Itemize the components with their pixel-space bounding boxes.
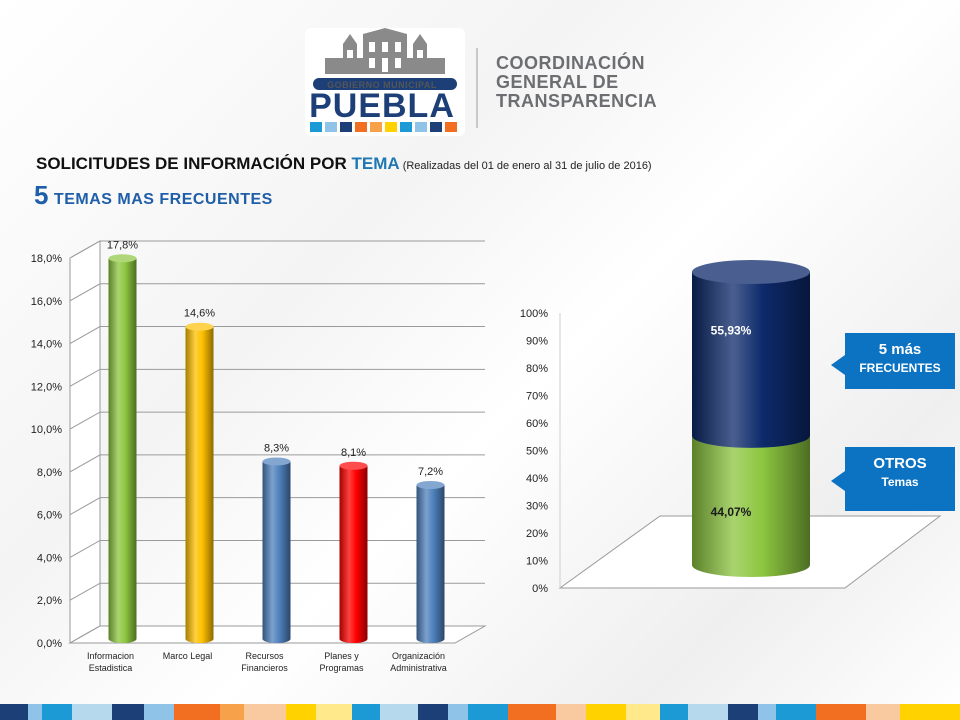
bar-chart-gridline [69, 368, 485, 387]
stacked-chart-segment [692, 272, 810, 448]
stacked-chart-ytick-label: 40% [526, 473, 548, 485]
bar-chart-bar-top [416, 481, 445, 489]
logo-wordmark: PUEBLA [309, 87, 455, 125]
bar-chart-ytick-label: 2,0% [37, 595, 62, 607]
bar-chart-bar [339, 465, 368, 643]
bar-chart-data-label: 7,2% [418, 466, 443, 478]
stacked-chart-ytick-label: 20% [526, 528, 548, 540]
bar-chart-category-label: Programas [319, 663, 364, 673]
bar-chart-data-label: 8,3% [264, 442, 289, 454]
bar-chart-bar [262, 461, 291, 643]
bar-chart-ytick-label: 4,0% [37, 552, 62, 564]
bar-chart-ytick-label: 6,0% [37, 510, 62, 522]
subtitle-number: 5 [34, 180, 49, 210]
bar-chart-gridline [69, 411, 485, 430]
title-note: (Realizadas del 01 de enero al 31 de jul… [399, 160, 652, 172]
bar-chart-ytick-label: 16,0% [31, 296, 62, 308]
bar-chart-category-label: Informacion [87, 651, 134, 661]
title-main: SOLICITUDES DE INFORMACIÓN POR [36, 154, 352, 173]
stacked-chart-data-label: 55,93% [711, 323, 752, 337]
bar-chart-ytick-label: 14,0% [31, 339, 62, 351]
bar-chart-gridline [69, 240, 485, 259]
bar-chart-data-label: 17,8% [107, 239, 138, 251]
header-divider [476, 48, 478, 128]
stacked-chart-data-label: 44,07% [711, 505, 752, 519]
callout-top-five-line1: 5 más [878, 341, 922, 358]
bar-chart-bar-top [185, 322, 214, 331]
stacked-chart-ytick-label: 10% [526, 556, 548, 568]
slide-title: SOLICITUDES DE INFORMACIÓN POR TEMA (Rea… [36, 154, 652, 174]
bar-chart-bar-top [339, 461, 368, 470]
org-line-1: COORDINACIÓN [496, 53, 645, 73]
callout-top-five: 5 más FRECUENTES [831, 333, 955, 389]
org-line-3: TRANSPARENCIA [496, 91, 658, 111]
callout-arrow-icon [831, 355, 845, 375]
bar-chart-category-label: Organización [392, 651, 445, 661]
bar-chart-data-label: 14,6% [184, 308, 215, 320]
stacked-chart-ytick-label: 30% [526, 501, 548, 513]
logo-caption: GOBIERNO MUNICIPAL [327, 80, 437, 90]
bar-chart-category-label: Marco Legal [163, 651, 213, 661]
stacked-chart-ytick-label: 0% [532, 583, 548, 595]
bar-chart-ytick-label: 10,0% [31, 424, 62, 436]
bar-chart-bar [416, 485, 445, 643]
bar-chart-category-label: Administrativa [390, 663, 447, 673]
bar-chart-bar-top [262, 457, 291, 466]
puebla-cathedral-logo-icon [305, 28, 465, 136]
bar-chart-category-label: Financieros [241, 663, 288, 673]
bar-chart-category-label: Planes y [324, 651, 359, 661]
bar-chart-ytick-label: 18,0% [31, 253, 62, 265]
stacked-chart-ytick-label: 90% [526, 336, 548, 348]
bar-chart-ytick-label: 8,0% [37, 467, 62, 479]
title-accent: TEMA [351, 154, 400, 173]
callout-others-line2: Temas [881, 475, 919, 489]
stacked-chart-ytick-label: 50% [526, 446, 548, 458]
bar-chart-bar-top [108, 254, 137, 263]
callout-arrow-icon [831, 471, 845, 491]
bar-chart-ytick-label: 0,0% [37, 638, 62, 650]
stacked-chart-ytick-label: 100% [520, 308, 548, 320]
stacked-chart-ytick-label: 80% [526, 363, 548, 375]
stacked-chart-segment [692, 435, 810, 577]
bar-chart-data-label: 8,1% [341, 447, 366, 459]
logo-color-strip [310, 122, 457, 132]
bar-chart-gridline [69, 326, 485, 344]
subtitle-text: TEMAS MAS FRECUENTES [48, 191, 273, 208]
bar-chart-bar [108, 258, 137, 643]
stacked-chart-ytick-label: 60% [526, 418, 548, 430]
org-name: COORDINACIÓN GENERAL DE TRANSPARENCIA [496, 54, 657, 111]
bar-chart-category-label: Estadistica [89, 663, 133, 673]
bar-chart-ytick-label: 12,0% [31, 381, 62, 393]
org-line-2: GENERAL DE [496, 72, 619, 92]
bar-chart-bar [185, 326, 214, 643]
bar-chart-gridline [69, 454, 485, 473]
callout-others: OTROS Temas [831, 447, 955, 511]
callout-top-five-line2: FRECUENTES [859, 361, 941, 375]
bar-chart-gridline [69, 283, 485, 302]
bottom-color-band [0, 704, 960, 720]
bar-chart-side-wall [69, 240, 101, 644]
stacked-chart-ytick-label: 70% [526, 391, 548, 403]
stacked-chart-segment-top [692, 260, 810, 284]
bar-chart-category-label: Recursos [245, 651, 284, 661]
callout-others-line1: OTROS [873, 455, 927, 472]
slide-subtitle: 5 TEMAS MAS FRECUENTES [34, 180, 273, 211]
